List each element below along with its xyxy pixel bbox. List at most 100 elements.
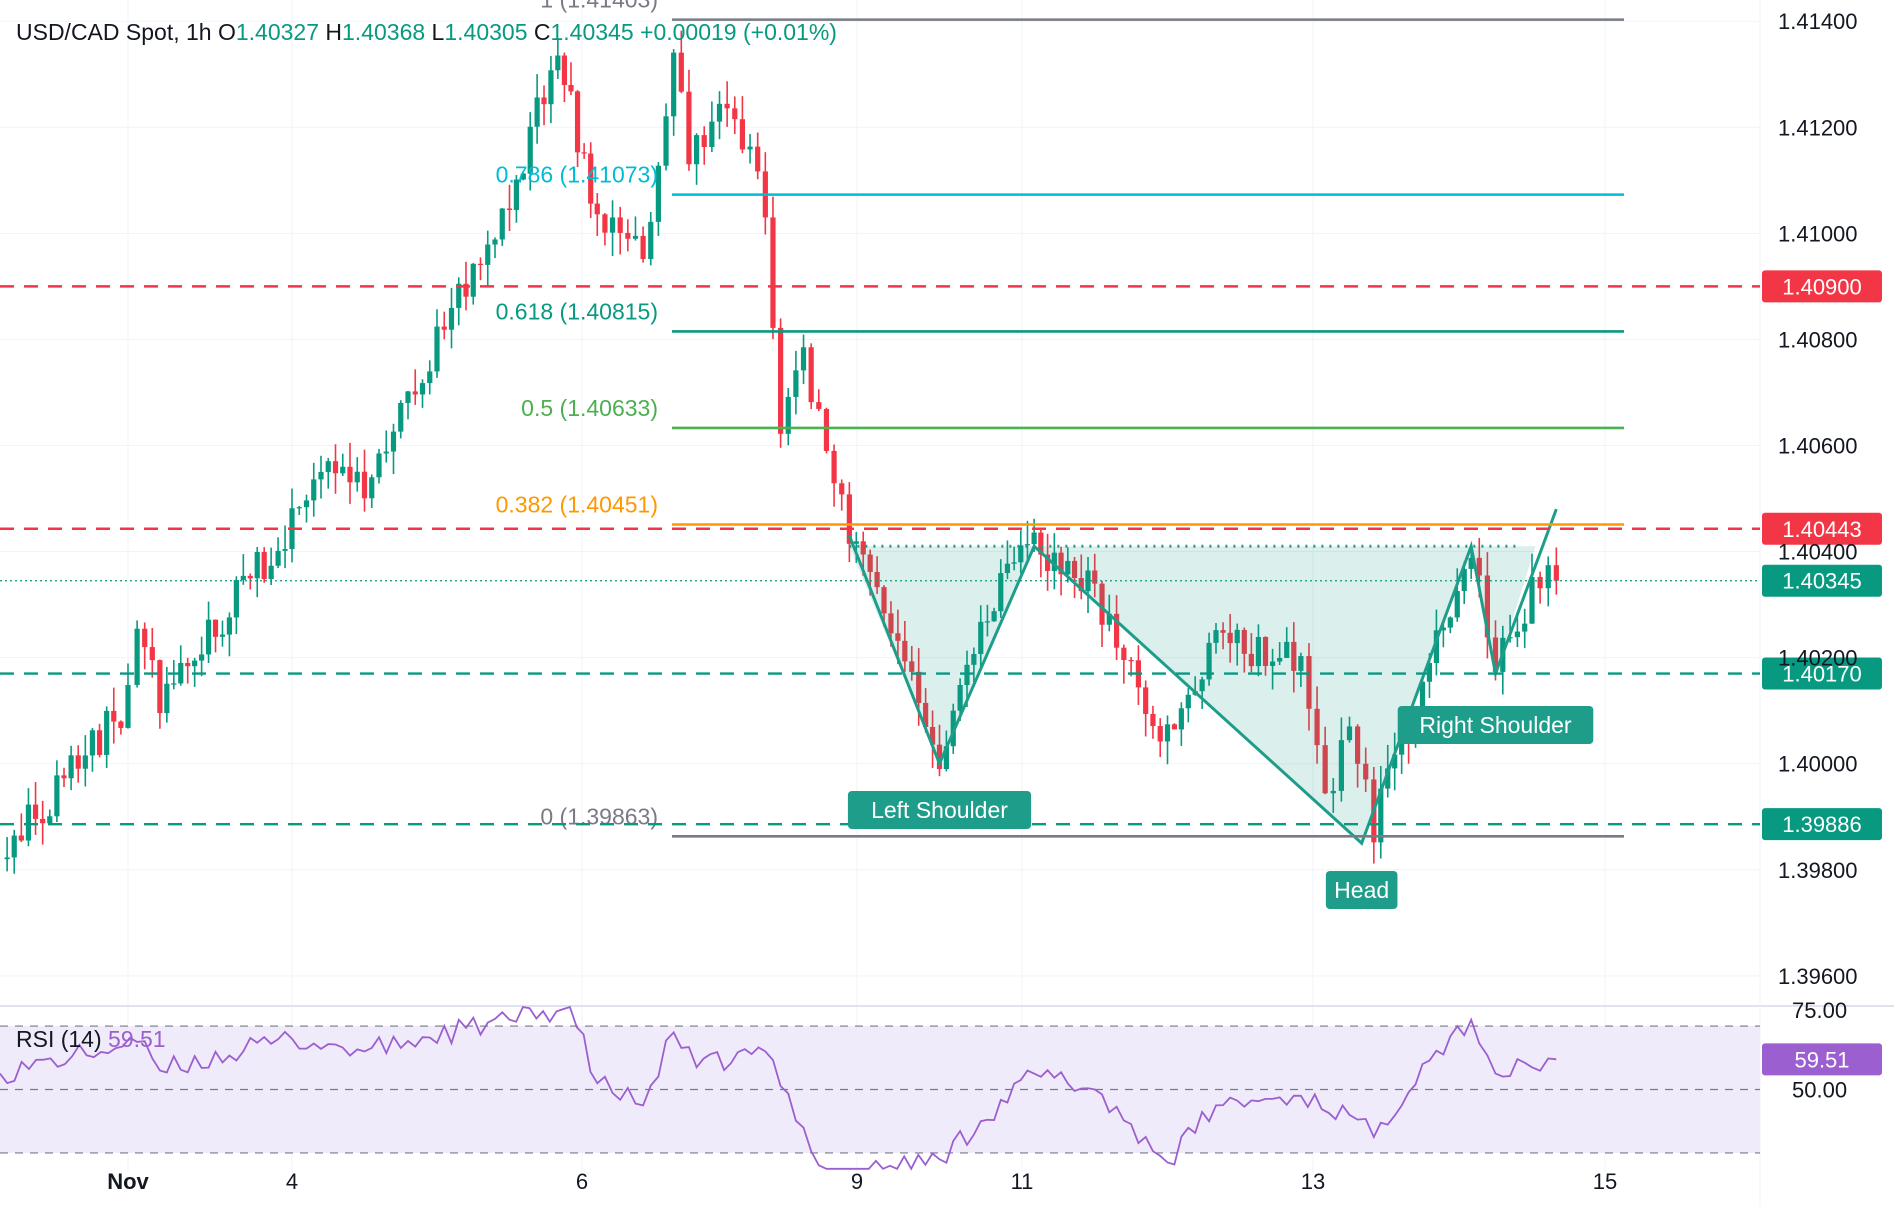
candle bbox=[663, 103, 669, 171]
candle bbox=[1322, 726, 1328, 795]
candle-body bbox=[785, 396, 791, 434]
candle bbox=[311, 462, 317, 517]
candle bbox=[185, 657, 191, 684]
candle-body bbox=[1363, 763, 1369, 780]
candle-body bbox=[978, 621, 984, 654]
candle bbox=[823, 407, 830, 454]
header-part: O bbox=[218, 19, 236, 45]
candle bbox=[419, 379, 426, 408]
candle-body bbox=[957, 684, 963, 711]
candle bbox=[534, 74, 540, 144]
candle-body bbox=[1468, 557, 1474, 569]
candle-body bbox=[867, 554, 873, 572]
candle-body bbox=[1529, 576, 1535, 624]
candle bbox=[793, 350, 799, 415]
time-tick: 15 bbox=[1593, 1169, 1617, 1194]
candle-body bbox=[1044, 554, 1051, 571]
fib-label-1: 1 (1.41403) bbox=[540, 0, 658, 13]
candle bbox=[984, 604, 991, 637]
fib-label-0.786: 0.786 (1.41073) bbox=[496, 162, 658, 188]
candle-body bbox=[118, 721, 124, 728]
candle-body bbox=[902, 640, 908, 662]
candle bbox=[164, 666, 170, 723]
candle-body bbox=[361, 471, 368, 499]
candle-body bbox=[778, 327, 784, 434]
candle-body bbox=[1178, 708, 1184, 730]
candle bbox=[561, 52, 568, 103]
candle bbox=[978, 605, 984, 671]
candle bbox=[1522, 608, 1528, 648]
candle bbox=[261, 547, 267, 583]
candle-body bbox=[1537, 576, 1543, 589]
candle-body bbox=[1011, 562, 1017, 564]
candle bbox=[149, 627, 155, 678]
candle-body bbox=[1128, 660, 1134, 662]
candle bbox=[1248, 633, 1254, 673]
candle bbox=[1545, 556, 1551, 607]
candle bbox=[548, 56, 554, 124]
candle bbox=[686, 69, 692, 171]
price-tick: 1.41200 bbox=[1778, 115, 1858, 140]
candle-body bbox=[275, 550, 281, 566]
candle-body bbox=[839, 483, 845, 495]
candle-body bbox=[318, 472, 324, 480]
candle bbox=[1338, 717, 1344, 802]
candle bbox=[617, 206, 623, 255]
candle bbox=[831, 444, 837, 507]
candle-body bbox=[185, 662, 191, 667]
candle bbox=[398, 400, 404, 439]
candle bbox=[648, 212, 654, 266]
candle bbox=[1241, 627, 1247, 673]
candle-body bbox=[89, 730, 96, 756]
candle-body bbox=[427, 371, 433, 384]
candle bbox=[1157, 718, 1163, 758]
candle bbox=[701, 126, 707, 165]
candle bbox=[32, 782, 39, 835]
candle bbox=[1269, 648, 1276, 690]
candle-body bbox=[1085, 570, 1091, 592]
rsi-legend: RSI (14) 59.51 bbox=[16, 1026, 166, 1052]
candle-body bbox=[1514, 631, 1520, 638]
price-tick: 1.41400 bbox=[1778, 9, 1858, 34]
candle-body bbox=[895, 633, 901, 641]
candle-body bbox=[311, 479, 317, 501]
candle-body bbox=[1269, 661, 1276, 666]
candle-body bbox=[296, 507, 302, 509]
candle-body bbox=[916, 671, 922, 703]
candle bbox=[104, 706, 110, 768]
candle bbox=[1099, 580, 1105, 647]
candle bbox=[588, 142, 594, 219]
candle-body bbox=[1241, 629, 1247, 654]
candle-body bbox=[1545, 565, 1551, 589]
candle-body bbox=[655, 165, 661, 222]
candle bbox=[212, 619, 219, 653]
candle-body bbox=[261, 551, 267, 580]
candle bbox=[296, 505, 302, 516]
candle bbox=[303, 494, 310, 523]
candle bbox=[581, 143, 587, 159]
candle-body bbox=[199, 654, 205, 661]
candle bbox=[1484, 552, 1490, 659]
price-tag-label: 1.40900 bbox=[1782, 274, 1862, 299]
candle bbox=[332, 444, 339, 494]
price-tick: 1.40000 bbox=[1778, 752, 1858, 777]
candle bbox=[240, 554, 246, 585]
candle-body bbox=[1440, 627, 1446, 631]
candle-body bbox=[1262, 636, 1269, 666]
candle bbox=[61, 767, 67, 788]
candle bbox=[1529, 553, 1535, 624]
candle bbox=[936, 724, 943, 777]
candle bbox=[1447, 616, 1453, 634]
candle bbox=[157, 659, 163, 729]
candle bbox=[655, 162, 661, 237]
candle-body bbox=[1392, 754, 1398, 769]
candle-body bbox=[1004, 563, 1011, 574]
candle bbox=[1220, 622, 1226, 650]
pattern-annotations: Left Shoulder Head Right Shoulder bbox=[847, 706, 1594, 909]
candle bbox=[390, 423, 397, 475]
candle-body bbox=[816, 402, 822, 409]
candle-body bbox=[709, 121, 715, 147]
candle bbox=[816, 389, 822, 412]
candle-body bbox=[354, 471, 360, 483]
